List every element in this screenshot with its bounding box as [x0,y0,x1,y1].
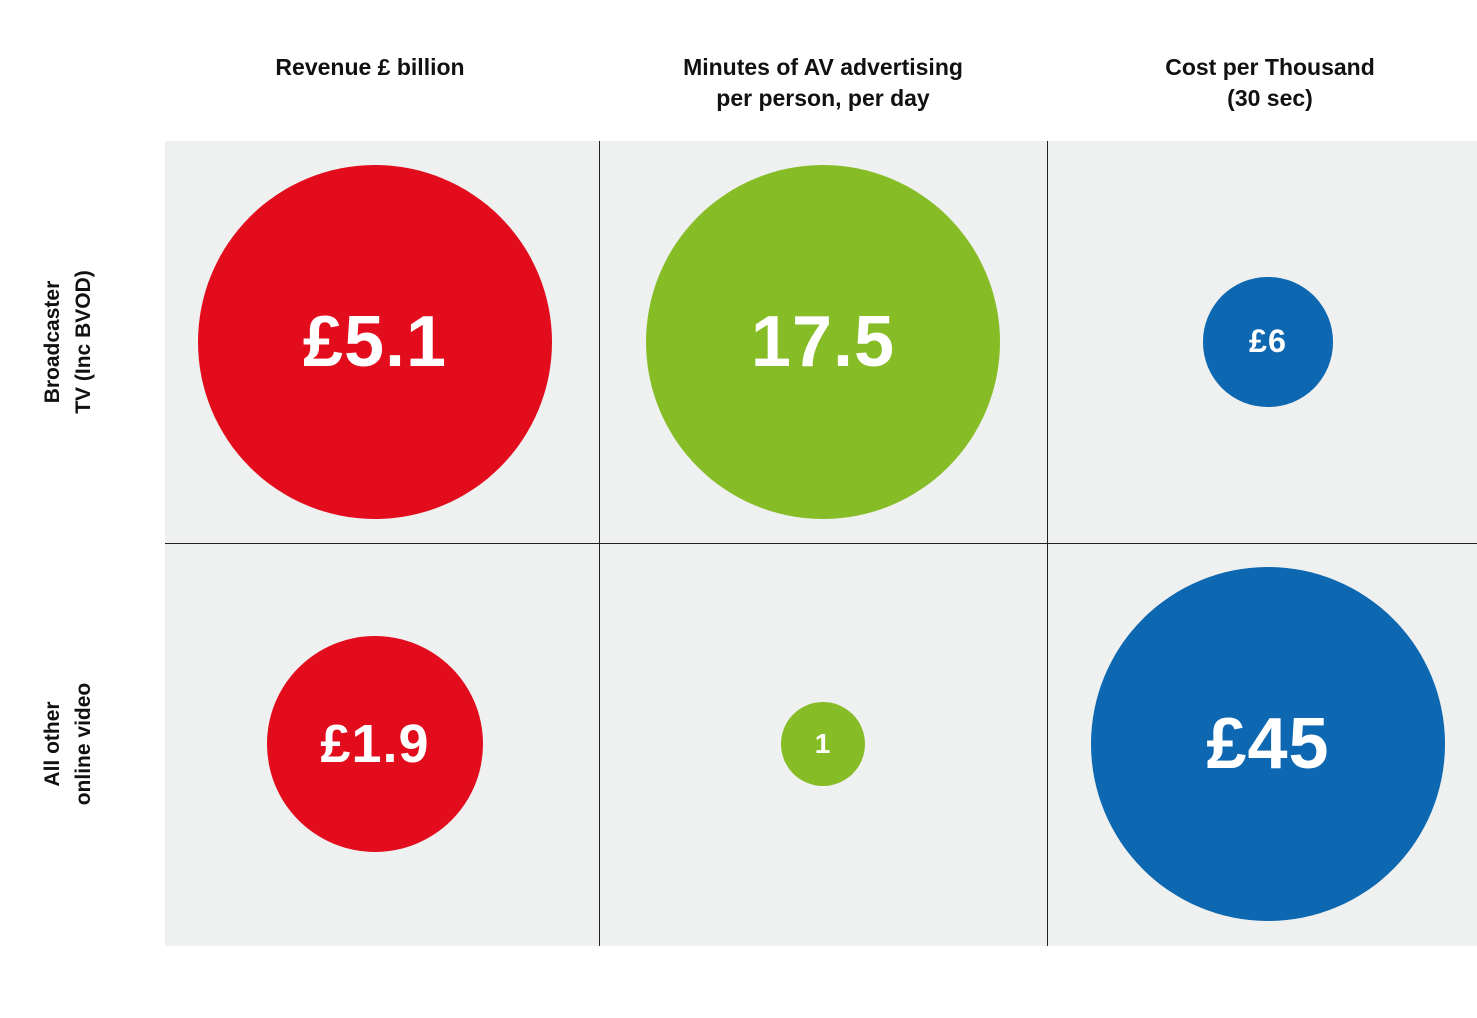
bubble-value-label: £1.9 [320,713,430,774]
bubble-value-label: £5.1 [302,302,448,382]
column-header-cpt: Cost per Thousand (30 sec) [1165,54,1375,111]
bubble-r0-c2: £6 [1203,277,1333,407]
bubble-r1-c1: 1 [780,701,866,787]
column-header-revenue: Revenue £ billion [275,54,465,80]
bubble-value-label: £6 [1249,323,1287,360]
bubble-value-label: 1 [814,727,832,759]
bubble-value-label: £45 [1206,704,1330,784]
column-header-minutes: Minutes of AV advertising per person, pe… [683,54,963,111]
bubble-r1-c0: £1.9 [266,635,484,853]
bubble-r0-c0: £5.1 [198,165,552,519]
row-label-online-video: All other online video [41,682,95,806]
bubble-r0-c1: 17.5 [646,165,1000,519]
row-label-broadcaster-tv: Broadcaster TV (Inc BVOD) [41,270,95,414]
bubble-value-label: 17.5 [750,302,896,382]
grid-divider [165,543,1477,544]
bubble-r1-c2: £45 [1091,567,1445,921]
